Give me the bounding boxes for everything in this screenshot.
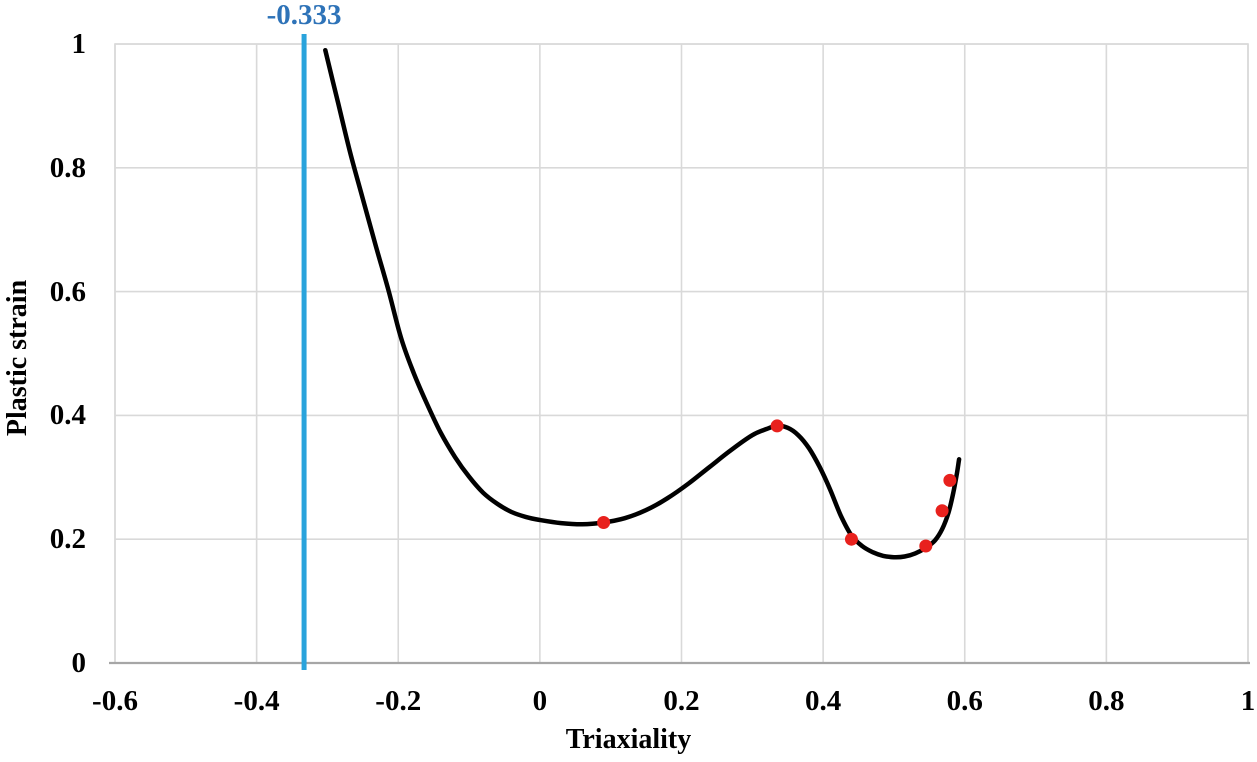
y-tick-label: 0.6	[49, 275, 86, 308]
x-tick-label: 0.2	[663, 685, 700, 717]
x-tick-label: -0.6	[92, 685, 138, 717]
fracture-locus-curve	[323, 47, 962, 560]
data-point	[597, 515, 611, 529]
y-tick-label: 1	[71, 28, 87, 60]
x-axis-title: Triaxiality	[565, 724, 692, 755]
y-tick-label: 0.4	[49, 399, 86, 432]
data-point	[935, 504, 949, 518]
x-tick-label: 1	[1240, 685, 1256, 717]
data-point	[943, 473, 957, 487]
y-tick-label: 0.8	[49, 151, 86, 184]
y-tick-label: 0.2	[49, 523, 86, 556]
x-tick-label: -0.4	[233, 685, 280, 717]
data-point	[844, 532, 858, 546]
x-tick-label: 0.4	[805, 685, 842, 717]
x-tick-label: -0.2	[375, 685, 422, 717]
data-point	[770, 419, 784, 433]
data-point	[919, 539, 933, 553]
x-tick-label: 0.6	[946, 685, 983, 717]
x-tick-label: 0	[532, 685, 548, 717]
x-tick-label: 0.8	[1088, 685, 1125, 717]
cutoff-value-label: -0.333	[266, 0, 342, 31]
y-tick-label: 0	[71, 647, 87, 679]
